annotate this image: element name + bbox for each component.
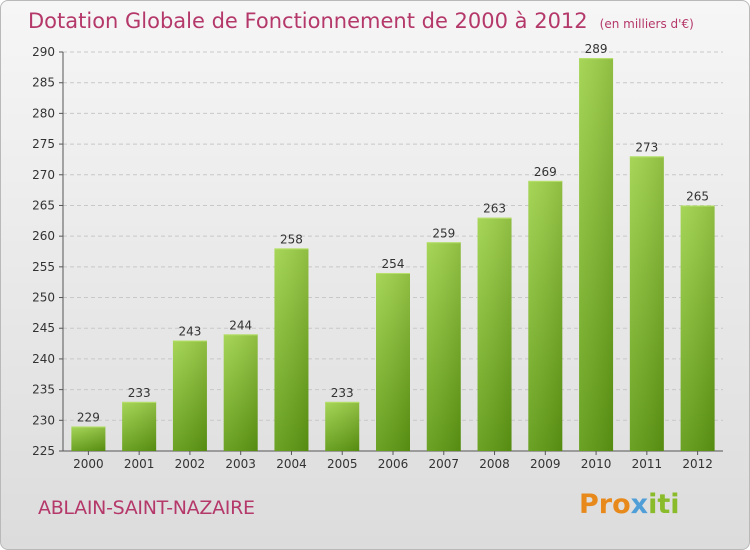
x-tick-label: 2004 <box>276 457 307 471</box>
y-tick-label: 225 <box>32 444 55 458</box>
x-tick-label: 2000 <box>73 457 104 471</box>
bar-shade <box>477 217 512 451</box>
labels: 229 2000 233 2001 243 2002 244 2003 258 2004 233 20… <box>73 42 713 471</box>
y-tick-label: 275 <box>32 137 55 151</box>
logo-part3: iti <box>648 489 680 520</box>
x-tick-label: 2006 <box>378 457 409 471</box>
value-label: 233 <box>331 386 354 400</box>
bars <box>71 58 715 452</box>
y-tick-label: 285 <box>32 76 55 90</box>
x-tick-label: 2011 <box>632 457 663 471</box>
bar-shade <box>629 156 664 451</box>
proxiti-logo[interactable]: Proxiti <box>579 489 680 520</box>
y-tick-label: 265 <box>32 198 55 212</box>
x-tick-label: 2008 <box>479 457 510 471</box>
y-tick-label: 260 <box>32 229 55 243</box>
y-tick-label: 240 <box>32 352 55 366</box>
x-tick-label: 2009 <box>530 457 561 471</box>
value-label: 233 <box>128 386 151 400</box>
value-label: 273 <box>635 140 658 154</box>
value-label: 259 <box>432 226 455 240</box>
y-tick-label: 250 <box>32 291 55 305</box>
value-label: 265 <box>686 189 709 203</box>
bar-shade <box>223 334 258 451</box>
y-tick-label: 245 <box>32 321 55 335</box>
bar-shade <box>426 242 461 451</box>
value-label: 263 <box>483 202 506 216</box>
logo-part2: x <box>630 489 649 520</box>
x-tick-label: 2007 <box>428 457 459 471</box>
value-label: 244 <box>229 318 252 332</box>
value-label: 254 <box>382 257 405 271</box>
bar-shade <box>325 401 360 451</box>
x-tick-label: 2002 <box>175 457 206 471</box>
bar-shade <box>680 205 715 451</box>
y-tick-label: 235 <box>32 383 55 397</box>
bar-shade <box>376 272 410 451</box>
y-tick-label: 230 <box>32 413 55 427</box>
y-tick-label: 255 <box>32 260 55 274</box>
value-label: 289 <box>585 42 608 56</box>
bar-shade <box>172 340 207 451</box>
city-name: ABLAIN-SAINT-NAZAIRE <box>38 497 255 519</box>
bar-shade <box>71 426 106 451</box>
value-label: 269 <box>534 165 557 179</box>
unit-note: (en milliers d'€) <box>599 17 694 31</box>
value-label: 258 <box>280 232 303 246</box>
y-tick-label: 290 <box>32 45 55 59</box>
y-tick-label: 280 <box>32 106 55 120</box>
bar-shade <box>274 248 309 451</box>
x-tick-label: 2005 <box>327 457 358 471</box>
x-tick-label: 2012 <box>682 457 713 471</box>
bar-shade <box>528 180 563 451</box>
axes: 225 230 235 240 245 250 255 260 265 270 275 280 285 2… <box>32 45 723 458</box>
x-tick-label: 2001 <box>124 457 155 471</box>
logo-part1: Pro <box>579 489 631 520</box>
bar-shade <box>122 401 157 451</box>
chart-title-text: Dotation Globale de Fonctionnement de 20… <box>28 9 588 33</box>
bar-shade <box>579 58 614 452</box>
x-tick-label: 2003 <box>225 457 256 471</box>
value-label: 243 <box>178 325 201 339</box>
value-label: 229 <box>77 410 100 424</box>
chart-title: Dotation Globale de Fonctionnement de 20… <box>28 9 694 33</box>
y-tick-label: 270 <box>32 168 55 182</box>
x-tick-label: 2010 <box>581 457 612 471</box>
